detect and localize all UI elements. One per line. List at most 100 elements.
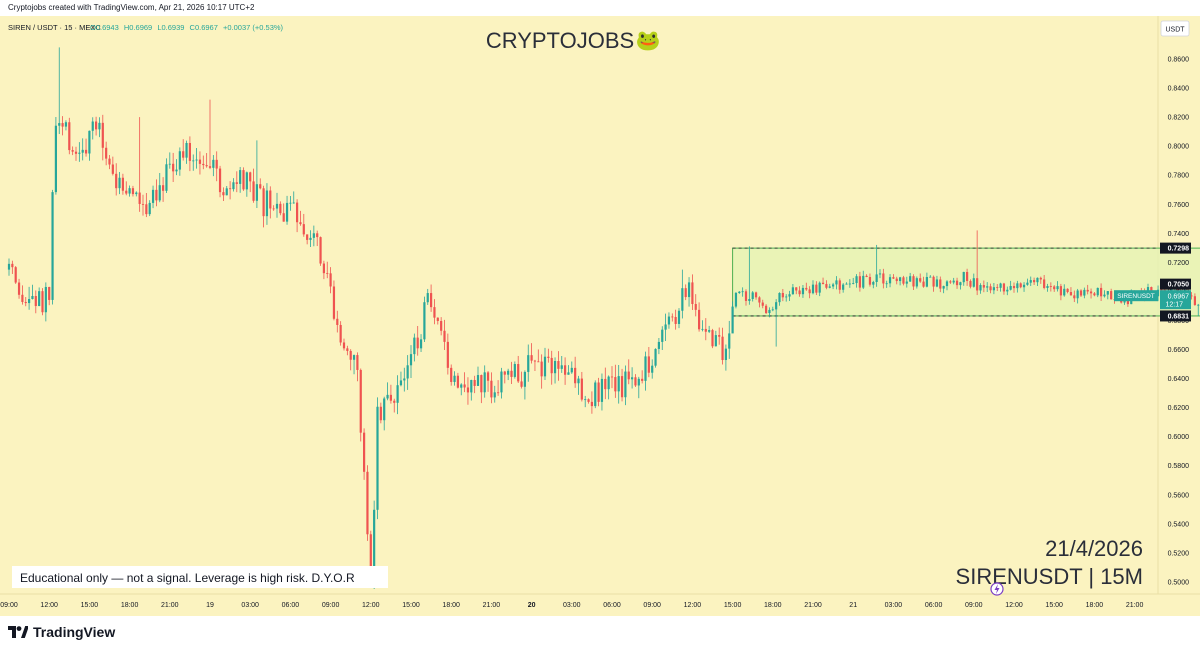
candle-body xyxy=(376,406,379,510)
candle-body xyxy=(239,170,242,184)
candle-body xyxy=(631,377,634,380)
candle-body xyxy=(48,286,51,300)
candle-body xyxy=(785,296,788,298)
candle-body xyxy=(594,382,597,407)
candle-body xyxy=(363,432,366,472)
candle-body xyxy=(483,372,486,393)
candle-body xyxy=(259,184,262,189)
candle-body xyxy=(54,125,57,193)
currency-button[interactable] xyxy=(1160,20,1190,37)
candle-body xyxy=(1022,284,1026,288)
time-tick-label: 18:00 xyxy=(442,602,460,609)
candle-body xyxy=(1197,304,1200,306)
price-tick-label: 0.6600 xyxy=(1168,347,1190,354)
candle-body xyxy=(466,387,470,393)
candle-body xyxy=(828,286,831,288)
candle-body xyxy=(369,534,372,584)
candle-body xyxy=(235,182,238,184)
candle-body xyxy=(403,378,406,381)
time-tick-label: 21:00 xyxy=(161,602,179,609)
candle-body xyxy=(543,356,547,377)
candle-body xyxy=(584,399,587,401)
candle-body xyxy=(992,287,995,291)
candle-body xyxy=(741,291,744,293)
candle-body xyxy=(687,282,691,298)
candle-body xyxy=(326,273,329,274)
watermark-emoji-frog: 🐸 xyxy=(636,28,661,52)
candle-body xyxy=(865,275,868,278)
candle-body xyxy=(530,355,533,361)
candle-body xyxy=(1002,283,1006,292)
candle-body xyxy=(262,188,265,217)
candle-body xyxy=(1056,286,1059,290)
chart-canvas[interactable]: 0.8600 0.8400 0.8200 0.8000 0.7800 0.7600 0.74… xyxy=(0,0,1200,616)
candle-body xyxy=(654,348,657,366)
candle-body xyxy=(758,297,761,303)
symbol-tag-label: SIRENUSDT xyxy=(1117,293,1155,300)
time-tick-label: 15:00 xyxy=(402,602,420,609)
candle-body xyxy=(7,263,11,270)
price-tick-label: 0.6000 xyxy=(1168,434,1190,441)
candle-body xyxy=(443,330,446,342)
time-tick-label: 18:00 xyxy=(121,602,139,609)
range-top-tag-label: 0.7298 xyxy=(1168,246,1190,253)
candle-body xyxy=(570,367,573,373)
range-mid-tag-label: 0.7050 xyxy=(1168,282,1190,289)
candle-body xyxy=(215,159,218,169)
candle-body xyxy=(600,378,604,402)
time-tick-label: 21:00 xyxy=(804,602,822,609)
candle-body xyxy=(14,267,17,283)
candle-body xyxy=(952,280,955,283)
candle-body xyxy=(121,177,124,191)
candle-body xyxy=(1063,288,1066,296)
candle-body xyxy=(969,280,972,287)
candle-body xyxy=(255,184,258,201)
candle-body xyxy=(604,378,607,390)
candle-body xyxy=(319,237,322,264)
candle-body xyxy=(858,276,861,288)
candle-body xyxy=(1043,279,1046,288)
candle-body xyxy=(892,277,895,279)
candle-body xyxy=(393,400,396,403)
candle-body xyxy=(111,164,114,174)
time-tick-label: 19 xyxy=(206,602,214,609)
candle-body xyxy=(1009,285,1012,290)
candle-body xyxy=(852,283,855,284)
candle-body xyxy=(848,283,851,285)
price-tick-label: 0.7600 xyxy=(1168,202,1190,209)
candle-body xyxy=(285,202,289,222)
time-tick-label: 15:00 xyxy=(1045,602,1063,609)
tradingview-logo[interactable]: TradingView xyxy=(8,624,115,640)
candle-body xyxy=(356,355,359,370)
candle-body xyxy=(902,277,905,284)
candle-body xyxy=(141,203,145,205)
price-tick-label: 0.7200 xyxy=(1168,260,1190,267)
candle-body xyxy=(778,293,781,303)
last-price-tag-background xyxy=(1160,290,1191,310)
candle-body xyxy=(976,278,979,291)
pair-timeframe-label: SIRENUSDT | 15M xyxy=(956,564,1143,589)
candle-body xyxy=(1029,280,1032,283)
legend-high: H0.6969 xyxy=(124,23,152,32)
candle-body xyxy=(185,142,188,158)
candle-body xyxy=(1100,287,1103,297)
candle-body xyxy=(497,392,500,394)
candle-body xyxy=(560,365,563,369)
candle-body xyxy=(182,151,185,158)
candle-body xyxy=(1089,291,1093,294)
candle-body xyxy=(587,399,590,402)
candle-body xyxy=(540,361,543,377)
candle-body xyxy=(292,202,295,204)
candle-body xyxy=(1156,289,1160,297)
range-box[interactable] xyxy=(732,247,1200,317)
candle-body xyxy=(1006,289,1009,292)
candle-body xyxy=(1106,291,1109,295)
candle-body xyxy=(490,380,493,398)
candle-body xyxy=(430,293,433,308)
candle-body xyxy=(590,401,593,407)
candle-body xyxy=(436,317,439,321)
candle-body xyxy=(677,310,681,324)
candle-body xyxy=(507,370,510,375)
candle-body xyxy=(78,152,81,154)
candle-body xyxy=(269,190,272,209)
